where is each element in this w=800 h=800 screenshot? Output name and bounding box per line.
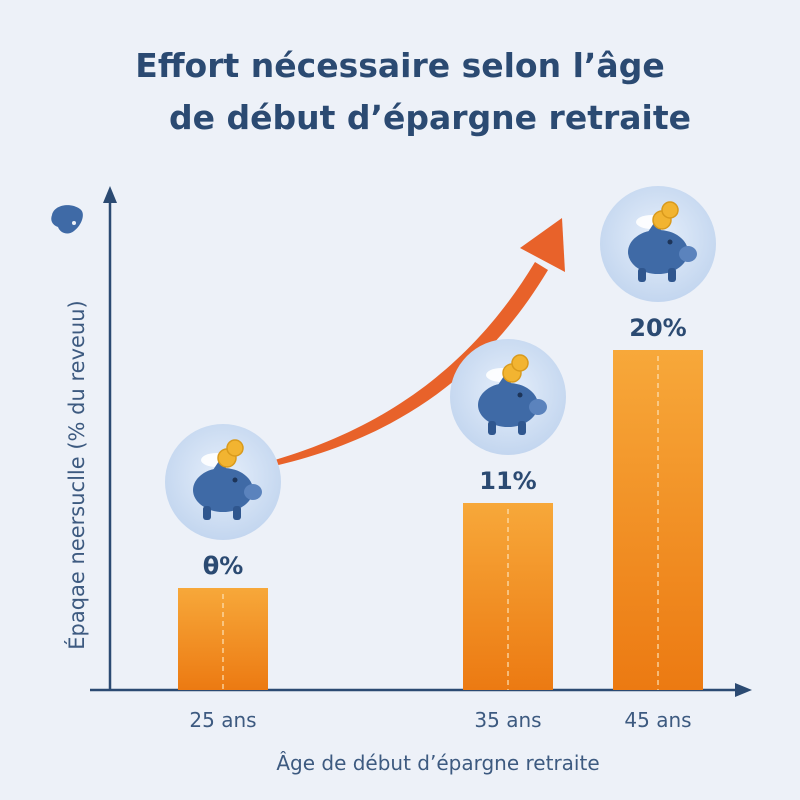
- chart-title-line-1: Effort nécessaire selon l’âge: [135, 46, 665, 85]
- piggy-bank-icon: [450, 339, 566, 455]
- x-tick-label: 35 ans: [474, 708, 541, 732]
- bar: [463, 503, 553, 690]
- x-axis-label: Âge de début d’épargne retraite: [276, 751, 599, 775]
- data-label: 20%: [629, 314, 686, 342]
- y-axis-label: Épaqae neersuclle (% du reveuu): [64, 300, 89, 650]
- chart-title-line-2: de début d’épargne retraite: [168, 98, 691, 137]
- x-tick-label: 45 ans: [624, 708, 691, 732]
- data-label: θ%: [203, 552, 244, 580]
- y-axis: [103, 186, 117, 690]
- chart-title: Effort nécessaire selon l’âge de début d…: [0, 40, 800, 144]
- piggy-bank-icon: [165, 424, 281, 540]
- small-piggy-icon: [51, 205, 83, 234]
- piggy-bank-icon: [600, 186, 716, 302]
- trend-arrow-icon: [268, 218, 565, 467]
- x-tick-label: 25 ans: [189, 708, 256, 732]
- data-label: 11%: [479, 467, 536, 495]
